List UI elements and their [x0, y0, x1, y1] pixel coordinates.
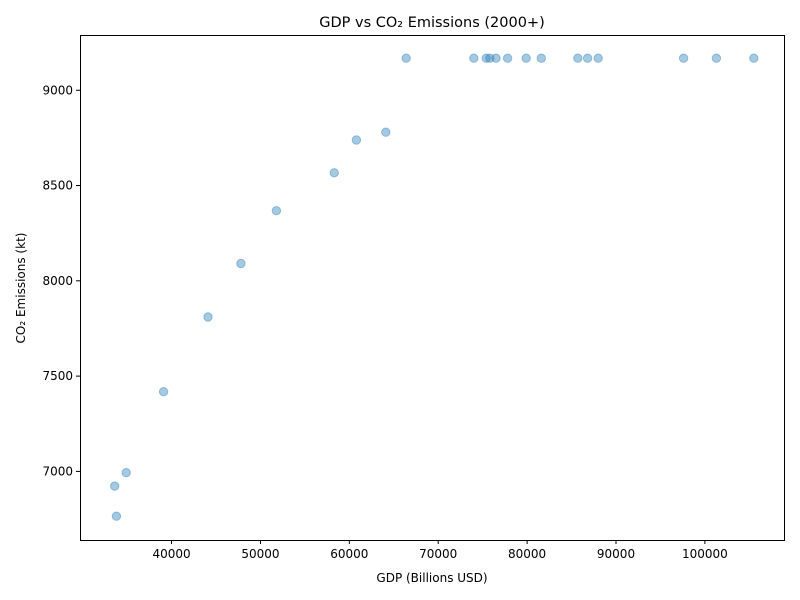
- data-point-18: [573, 53, 583, 63]
- x-tick-label-1: 50000: [241, 547, 279, 561]
- data-point-21: [678, 53, 689, 63]
- x-tick-label-3: 70000: [419, 547, 457, 561]
- data-points: [110, 53, 759, 521]
- data-point-14: [491, 53, 501, 63]
- data-point-17: [536, 53, 546, 63]
- x-axis-title: GDP (Billions USD): [376, 571, 487, 585]
- data-point-19: [582, 53, 593, 63]
- y-axis-title: CO₂ Emissions (kt): [14, 233, 28, 344]
- y-tick-label-2: 8000: [42, 274, 73, 288]
- data-point-2: [121, 468, 131, 478]
- data-point-6: [271, 206, 282, 216]
- data-point-20: [593, 53, 603, 63]
- x-tick-label-5: 90000: [597, 547, 635, 561]
- x-axis-ticks: 40000 50000 60000 70000 80000 90000 100000: [152, 540, 728, 561]
- data-point-11: [469, 53, 479, 63]
- data-point-0: [111, 511, 122, 521]
- data-point-7: [329, 168, 339, 178]
- x-tick-label-2: 60000: [330, 547, 368, 561]
- data-point-13: [485, 53, 495, 63]
- y-tick-label-4: 9000: [42, 83, 73, 97]
- data-point-4: [203, 312, 213, 322]
- x-tick-label-6: 100000: [682, 547, 728, 561]
- data-point-10: [401, 53, 411, 63]
- data-point-12: [481, 53, 491, 63]
- data-point-23: [749, 53, 759, 63]
- data-point-3: [158, 387, 169, 397]
- y-tick-label-3: 8500: [42, 179, 73, 193]
- data-point-1: [110, 481, 120, 491]
- chart-title: GDP vs CO₂ Emissions (2000+): [319, 15, 545, 31]
- data-point-15: [502, 53, 513, 63]
- data-point-5: [236, 258, 246, 269]
- data-point-8: [351, 135, 362, 145]
- data-point-16: [521, 53, 531, 63]
- data-point-9: [381, 127, 391, 137]
- y-tick-label-0: 7000: [42, 464, 73, 478]
- x-tick-label-0: 40000: [152, 547, 190, 561]
- plot-frame: [80, 35, 785, 541]
- y-tick-label-1: 7500: [42, 369, 73, 383]
- data-point-22: [711, 53, 722, 63]
- y-axis-ticks: 7000 7500 8000 8500 9000: [42, 83, 80, 478]
- x-tick-label-4: 80000: [508, 547, 546, 561]
